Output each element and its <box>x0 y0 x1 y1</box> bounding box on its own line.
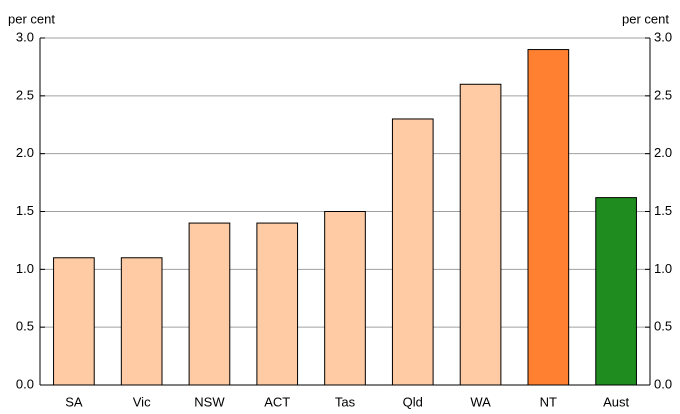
bar <box>459 83 502 386</box>
bar <box>391 118 434 386</box>
x-tick-label: Vic <box>133 394 151 409</box>
y2-tick-label: 0.0 <box>654 376 672 391</box>
bar <box>120 257 163 386</box>
y-tick-label: 3.0 <box>16 29 34 44</box>
x-tick-label: Aust <box>603 394 629 409</box>
bar <box>595 197 637 386</box>
y2-tick-label: 1.0 <box>654 261 672 276</box>
x-tick-label: ACT <box>264 394 290 409</box>
y2-tick-label: 3.0 <box>654 29 672 44</box>
x-tick-label: WA <box>470 394 491 409</box>
y-axis-label: per cent <box>8 11 55 26</box>
x-tick-label: NSW <box>194 394 225 409</box>
bar <box>53 257 95 386</box>
y2-tick-label: 2.5 <box>654 87 672 102</box>
y-tick-label: 2.5 <box>16 87 34 102</box>
y2-tick-label: 1.5 <box>654 203 672 218</box>
x-tick-label: NT <box>540 394 557 409</box>
y2-tick-label: 2.0 <box>654 145 672 160</box>
y2-tick-label: 0.5 <box>654 319 672 334</box>
y-tick-label: 0.5 <box>16 319 34 334</box>
y-tick-label: 0.0 <box>16 376 34 391</box>
y-tick-label: 1.5 <box>16 203 34 218</box>
bar <box>324 211 366 386</box>
y-tick-label: 2.0 <box>16 145 34 160</box>
bar <box>527 49 570 386</box>
x-tick-label: SA <box>65 394 83 409</box>
y-tick-label: 1.0 <box>16 261 34 276</box>
x-tick-label: Tas <box>335 394 356 409</box>
bar <box>256 222 299 386</box>
bar <box>188 222 231 386</box>
y2-axis-label: per cent <box>622 11 669 26</box>
x-tick-label: Qld <box>403 394 423 409</box>
